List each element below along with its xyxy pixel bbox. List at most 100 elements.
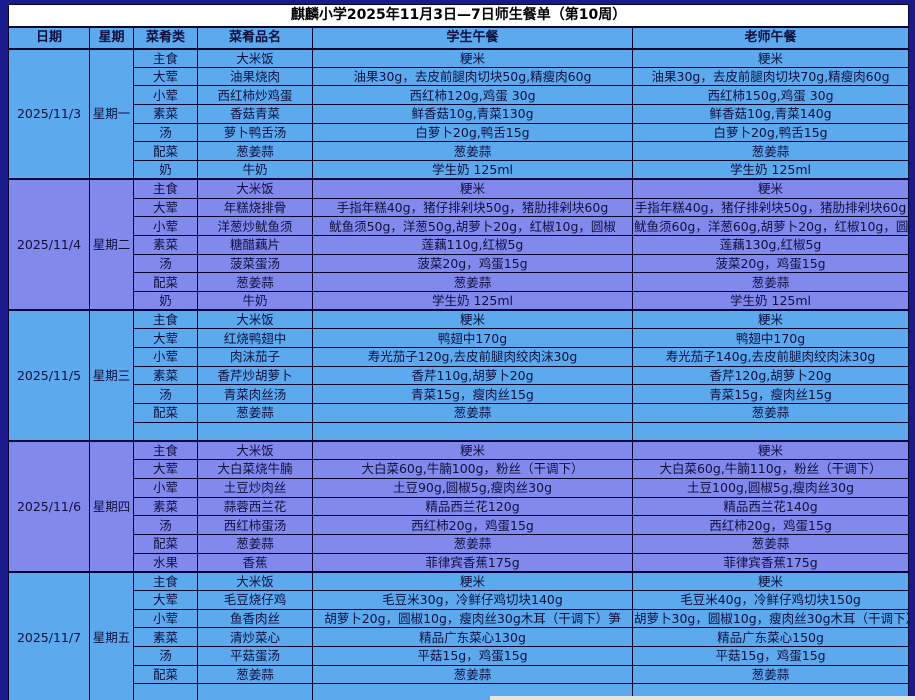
teacher-lunch-cell: 手指年糕40g，猪仔排剁块50g，猪肋排剁块60g — [631, 197, 910, 218]
dish-name-cell: 牛奶 — [197, 160, 313, 180]
menu-row: 小荤 土豆炒肉丝 土豆90g,圆椒5g,瘦肉丝30g 土豆100g,圆椒5g,瘦肉丝3… — [9, 477, 910, 498]
dish-name-cell: 香芹炒胡萝卜 — [197, 365, 313, 386]
dish-name-cell: 葱姜蒜 — [197, 272, 313, 292]
student-lunch-cell: 粳米 — [312, 178, 633, 199]
student-lunch-cell: 精品西兰花120g — [312, 496, 633, 517]
weekday-cell: 星期二 — [89, 178, 134, 311]
dish-name-cell: 年糕烧排骨 — [197, 197, 313, 218]
student-lunch-cell: 葱姜蒜 — [312, 533, 633, 554]
teacher-lunch-cell: 大白菜60g,牛腩110g，粉丝（干调下） — [631, 459, 910, 479]
menu-row: 配菜 葱姜蒜 葱姜蒜 葱姜蒜 — [9, 141, 910, 162]
category-cell: 汤 — [133, 122, 198, 143]
category-cell: 汤 — [133, 646, 198, 666]
menu-table: 麒麟小学2025年11月3日—7日师生餐单（第10周） 日期 星期 菜肴类 菜肴… — [7, 4, 910, 700]
menu-row: 配菜 葱姜蒜 葱姜蒜 葱姜蒜 — [9, 272, 910, 292]
menu-row: 奶牛奶 学生奶 125ml 学生奶 125ml — [9, 290, 910, 311]
dish-name-cell: 清炒菜心 — [197, 627, 313, 647]
dish-name-cell: 大米饭 — [197, 309, 313, 330]
category-cell — [133, 421, 198, 442]
teacher-lunch-cell: 西红柿150g,鸡蛋 30g — [631, 85, 910, 106]
column-header-date: 日期 — [8, 26, 90, 50]
category-cell: 主食 — [133, 178, 198, 199]
category-cell: 主食 — [133, 309, 198, 330]
category-cell: 主食 — [133, 570, 198, 591]
category-cell: 配菜 — [133, 272, 198, 292]
teacher-lunch-cell: 学生奶 125ml — [631, 290, 910, 311]
student-lunch-cell: 葱姜蒜 — [312, 272, 633, 292]
student-lunch-cell: 粳米 — [312, 47, 633, 68]
menu-row: 大荤 年糕烧排骨 手指年糕40g，猪仔排剁块50g，猪肋排剁块60g 手指年糕40g，… — [9, 197, 910, 218]
dish-name-cell: 鱼香肉丝 — [197, 608, 313, 629]
dish-name-cell: 香蕉 — [197, 552, 313, 573]
menu-row: 汤西红柿蛋汤 西红柿20g，鸡蛋15g 西红柿20g，鸡蛋15g — [9, 515, 910, 535]
category-cell: 小荤 — [133, 477, 198, 498]
dish-name-cell: 大米饭 — [197, 439, 313, 461]
dish-name-cell: 葱姜蒜 — [197, 141, 313, 162]
teacher-lunch-cell: 粳米 — [631, 47, 910, 68]
menu-row: 2025/11/7 星期五 主食 大米饭 粳米 粳米 — [8, 570, 910, 700]
dish-name-cell: 葱姜蒜 — [197, 664, 313, 685]
dish-name-cell: 肉沫茄子 — [197, 347, 313, 367]
student-lunch-cell: 西红柿20g，鸡蛋15g — [312, 515, 633, 535]
student-lunch-cell: 莲藕110g,红椒5g — [312, 234, 633, 255]
teacher-lunch-cell: 白萝卜20g,鸭舌15g — [631, 122, 910, 143]
category-cell: 汤 — [133, 515, 198, 535]
teacher-lunch-cell: 精品广东菜心150g — [631, 627, 910, 647]
menu-row: 素菜 糖醋藕片 莲藕110g,红椒5g 莲藕130g,红椒5g — [9, 234, 910, 255]
student-lunch-cell: 平菇15g，鸡蛋15g — [312, 646, 633, 666]
teacher-lunch-cell: 葱姜蒜 — [631, 533, 910, 554]
category-cell: 汤 — [133, 384, 198, 405]
student-lunch-cell: 西红柿120g,鸡蛋 30g — [312, 85, 633, 106]
category-cell: 大荤 — [133, 197, 198, 218]
student-lunch-cell: 油果30g，去皮前腿肉切块50g,精瘦肉60g — [312, 66, 633, 87]
menu-row: 奶牛奶 学生奶 125ml 学生奶 125ml — [9, 160, 910, 180]
student-lunch-cell: 寿光茄子120g,去皮前腿肉绞肉沫30g — [312, 347, 633, 367]
dish-name-cell: 葱姜蒜 — [197, 533, 313, 554]
teacher-lunch-cell: 粳米 — [631, 439, 910, 461]
date-cell: 2025/11/6 — [8, 439, 90, 573]
column-header-teacher-lunch: 老师午餐 — [631, 26, 910, 50]
student-lunch-cell: 鱿鱼须50g，洋葱50g,胡萝卜20g，红椒10g，圆椒 — [312, 216, 633, 236]
weekday-cell: 星期五 — [89, 570, 134, 700]
teacher-lunch-cell: 香芹120g,胡萝卜20g — [631, 365, 910, 386]
student-lunch-cell: 菲律宾香蕉175g — [312, 552, 633, 573]
date-cell: 2025/11/5 — [8, 309, 90, 442]
teacher-lunch-cell: 精品西兰花140g — [631, 496, 910, 517]
student-lunch-cell: 葱姜蒜 — [312, 141, 633, 162]
student-lunch-cell: 胡萝卜20g，圆椒10g，瘦肉丝30g木耳（干调下）笋 — [312, 608, 633, 629]
category-cell: 素菜 — [133, 234, 198, 255]
teacher-lunch-cell: 葱姜蒜 — [631, 664, 910, 685]
student-lunch-cell: 香芹110g,胡萝卜20g — [312, 365, 633, 386]
dish-name-cell: 洋葱炒鱿鱼须 — [197, 216, 313, 236]
student-lunch-cell: 葱姜蒜 — [312, 664, 633, 685]
dish-name-cell: 葱姜蒜 — [197, 403, 313, 423]
student-lunch-cell: 精品广东菜心130g — [312, 627, 633, 647]
teacher-lunch-cell: 平菇15g，鸡蛋15g — [631, 646, 910, 666]
category-cell: 素菜 — [133, 104, 198, 124]
category-cell: 小荤 — [133, 216, 198, 236]
teacher-lunch-cell — [631, 683, 910, 700]
teacher-lunch-cell: 鸭翅中170g — [631, 328, 910, 348]
menu-row: 汤平菇蛋汤 平菇15g，鸡蛋15g 平菇15g，鸡蛋15g — [9, 646, 910, 666]
teacher-lunch-cell: 学生奶 125ml — [631, 160, 910, 180]
category-cell: 大荤 — [133, 459, 198, 479]
dish-name-cell: 大米饭 — [197, 570, 313, 591]
menu-row: 配菜 葱姜蒜 葱姜蒜 葱姜蒜 — [9, 533, 910, 554]
student-lunch-cell — [312, 421, 633, 442]
menu-row: 大荤 油果烧肉 油果30g，去皮前腿肉切块50g,精瘦肉60g 油果30g，去皮前腿肉… — [9, 66, 910, 87]
menu-row: 素菜 蒜蓉西兰花 精品西兰花120g 精品西兰花140g — [9, 496, 910, 517]
teacher-lunch-cell: 粳米 — [631, 309, 910, 330]
category-cell: 主食 — [133, 439, 198, 461]
dish-name-cell: 红烧鸭翅中 — [197, 328, 313, 348]
category-cell: 配菜 — [133, 664, 198, 685]
menu-row: 2025/11/6 星期四 主食 大米饭 粳米 粳米 — [8, 439, 910, 573]
dish-name-cell: 毛豆烧仔鸡 — [197, 589, 313, 610]
date-cell: 2025/11/3 — [8, 47, 90, 180]
student-lunch-cell: 粳米 — [312, 439, 633, 461]
menu-row — [9, 421, 910, 442]
category-cell: 大荤 — [133, 589, 198, 610]
student-lunch-cell: 鲜香菇10g,青菜130g — [312, 104, 633, 124]
dish-name-cell: 菠菜蛋汤 — [197, 253, 313, 274]
student-lunch-cell — [312, 683, 633, 700]
